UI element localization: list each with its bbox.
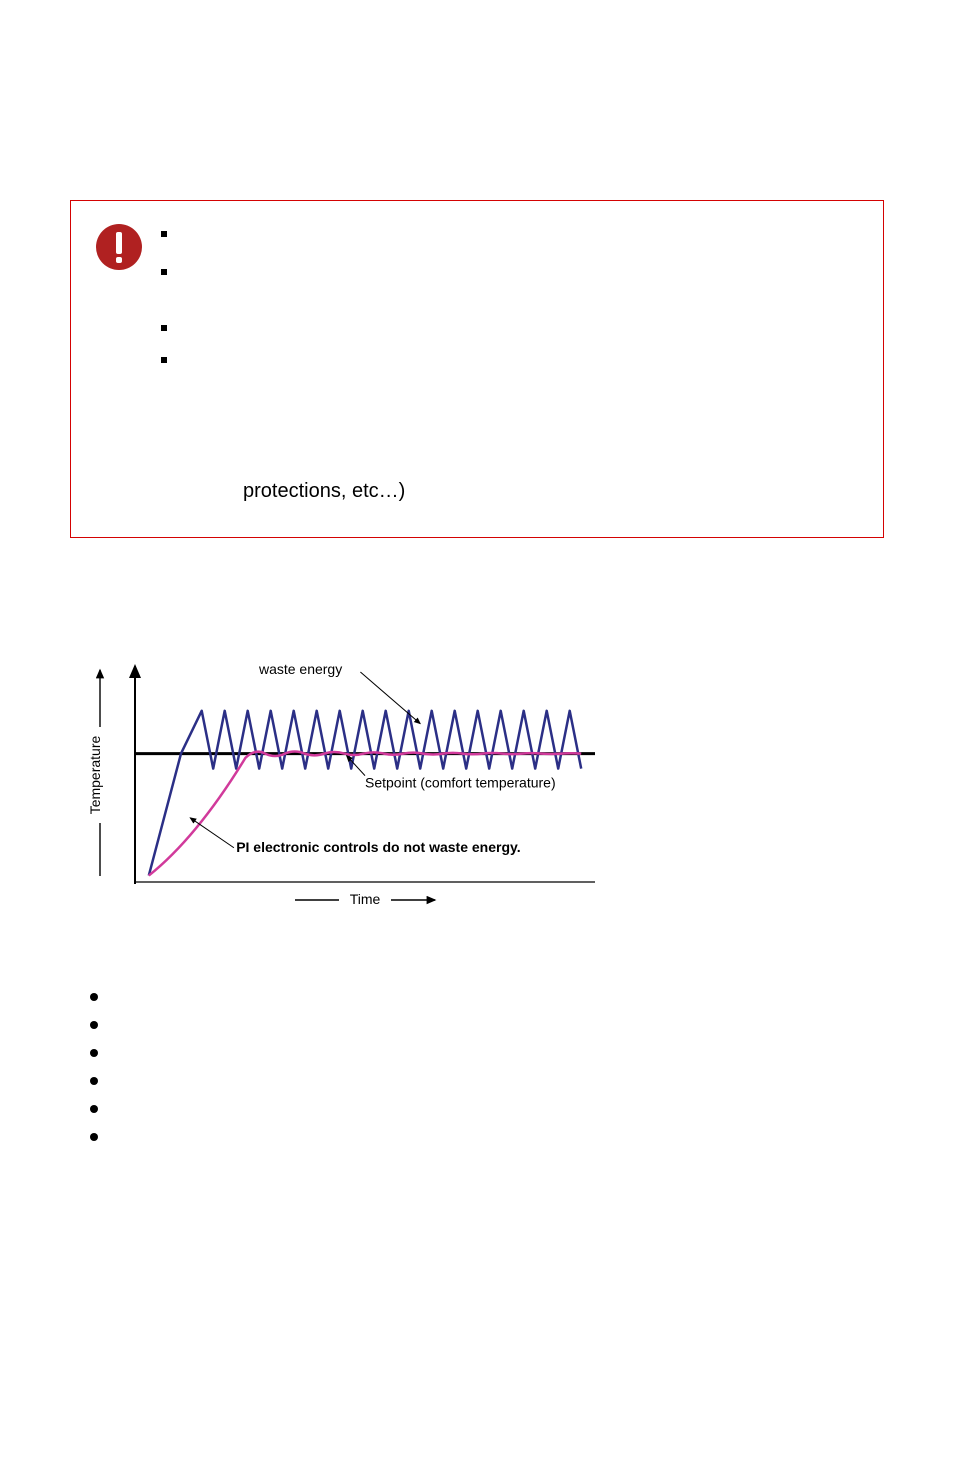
list-item — [90, 1095, 884, 1123]
round-bullet-icon — [90, 1133, 98, 1141]
round-bullet-icon — [90, 1077, 98, 1085]
round-bullet-icon — [90, 1105, 98, 1113]
callout-list: protections, etc…) — [161, 219, 859, 507]
round-bullet-icon — [90, 993, 98, 1001]
round-bullet-icon — [90, 1021, 98, 1029]
callout-item — [161, 345, 859, 363]
list-item — [90, 1039, 884, 1067]
page: protections, etc…) waste energy Setpoint … — [0, 0, 954, 1475]
pi-control-chart: waste energy Setpoint (comfort temperatur… — [80, 658, 884, 923]
warning-callout: protections, etc…) — [70, 200, 884, 538]
callout-item — [161, 257, 859, 275]
svg-text:Setpoint (comfort temperature): Setpoint (comfort temperature) — [365, 775, 556, 791]
list-item — [90, 1123, 884, 1151]
svg-text:PI electronic controls do not: PI electronic controls do not waste ener… — [236, 839, 520, 855]
callout-item — [161, 219, 859, 237]
exclamation-icon — [95, 223, 143, 276]
list-item — [90, 1067, 884, 1095]
svg-text:Time: Time — [350, 891, 381, 907]
square-bullet-icon — [161, 325, 167, 331]
svg-text:Temperature: Temperature — [87, 735, 103, 814]
list-item — [90, 983, 884, 1011]
svg-text:waste energy: waste energy — [258, 661, 342, 677]
square-bullet-icon — [161, 269, 167, 275]
bullet-list — [90, 983, 884, 1151]
round-bullet-icon — [90, 1049, 98, 1057]
square-bullet-icon — [161, 357, 167, 363]
callout-item — [161, 313, 859, 331]
list-item — [90, 1011, 884, 1039]
square-bullet-icon — [161, 231, 167, 237]
chart-svg: waste energy Setpoint (comfort temperatur… — [80, 658, 610, 918]
callout-tail-text: protections, etc…) — [243, 475, 859, 507]
